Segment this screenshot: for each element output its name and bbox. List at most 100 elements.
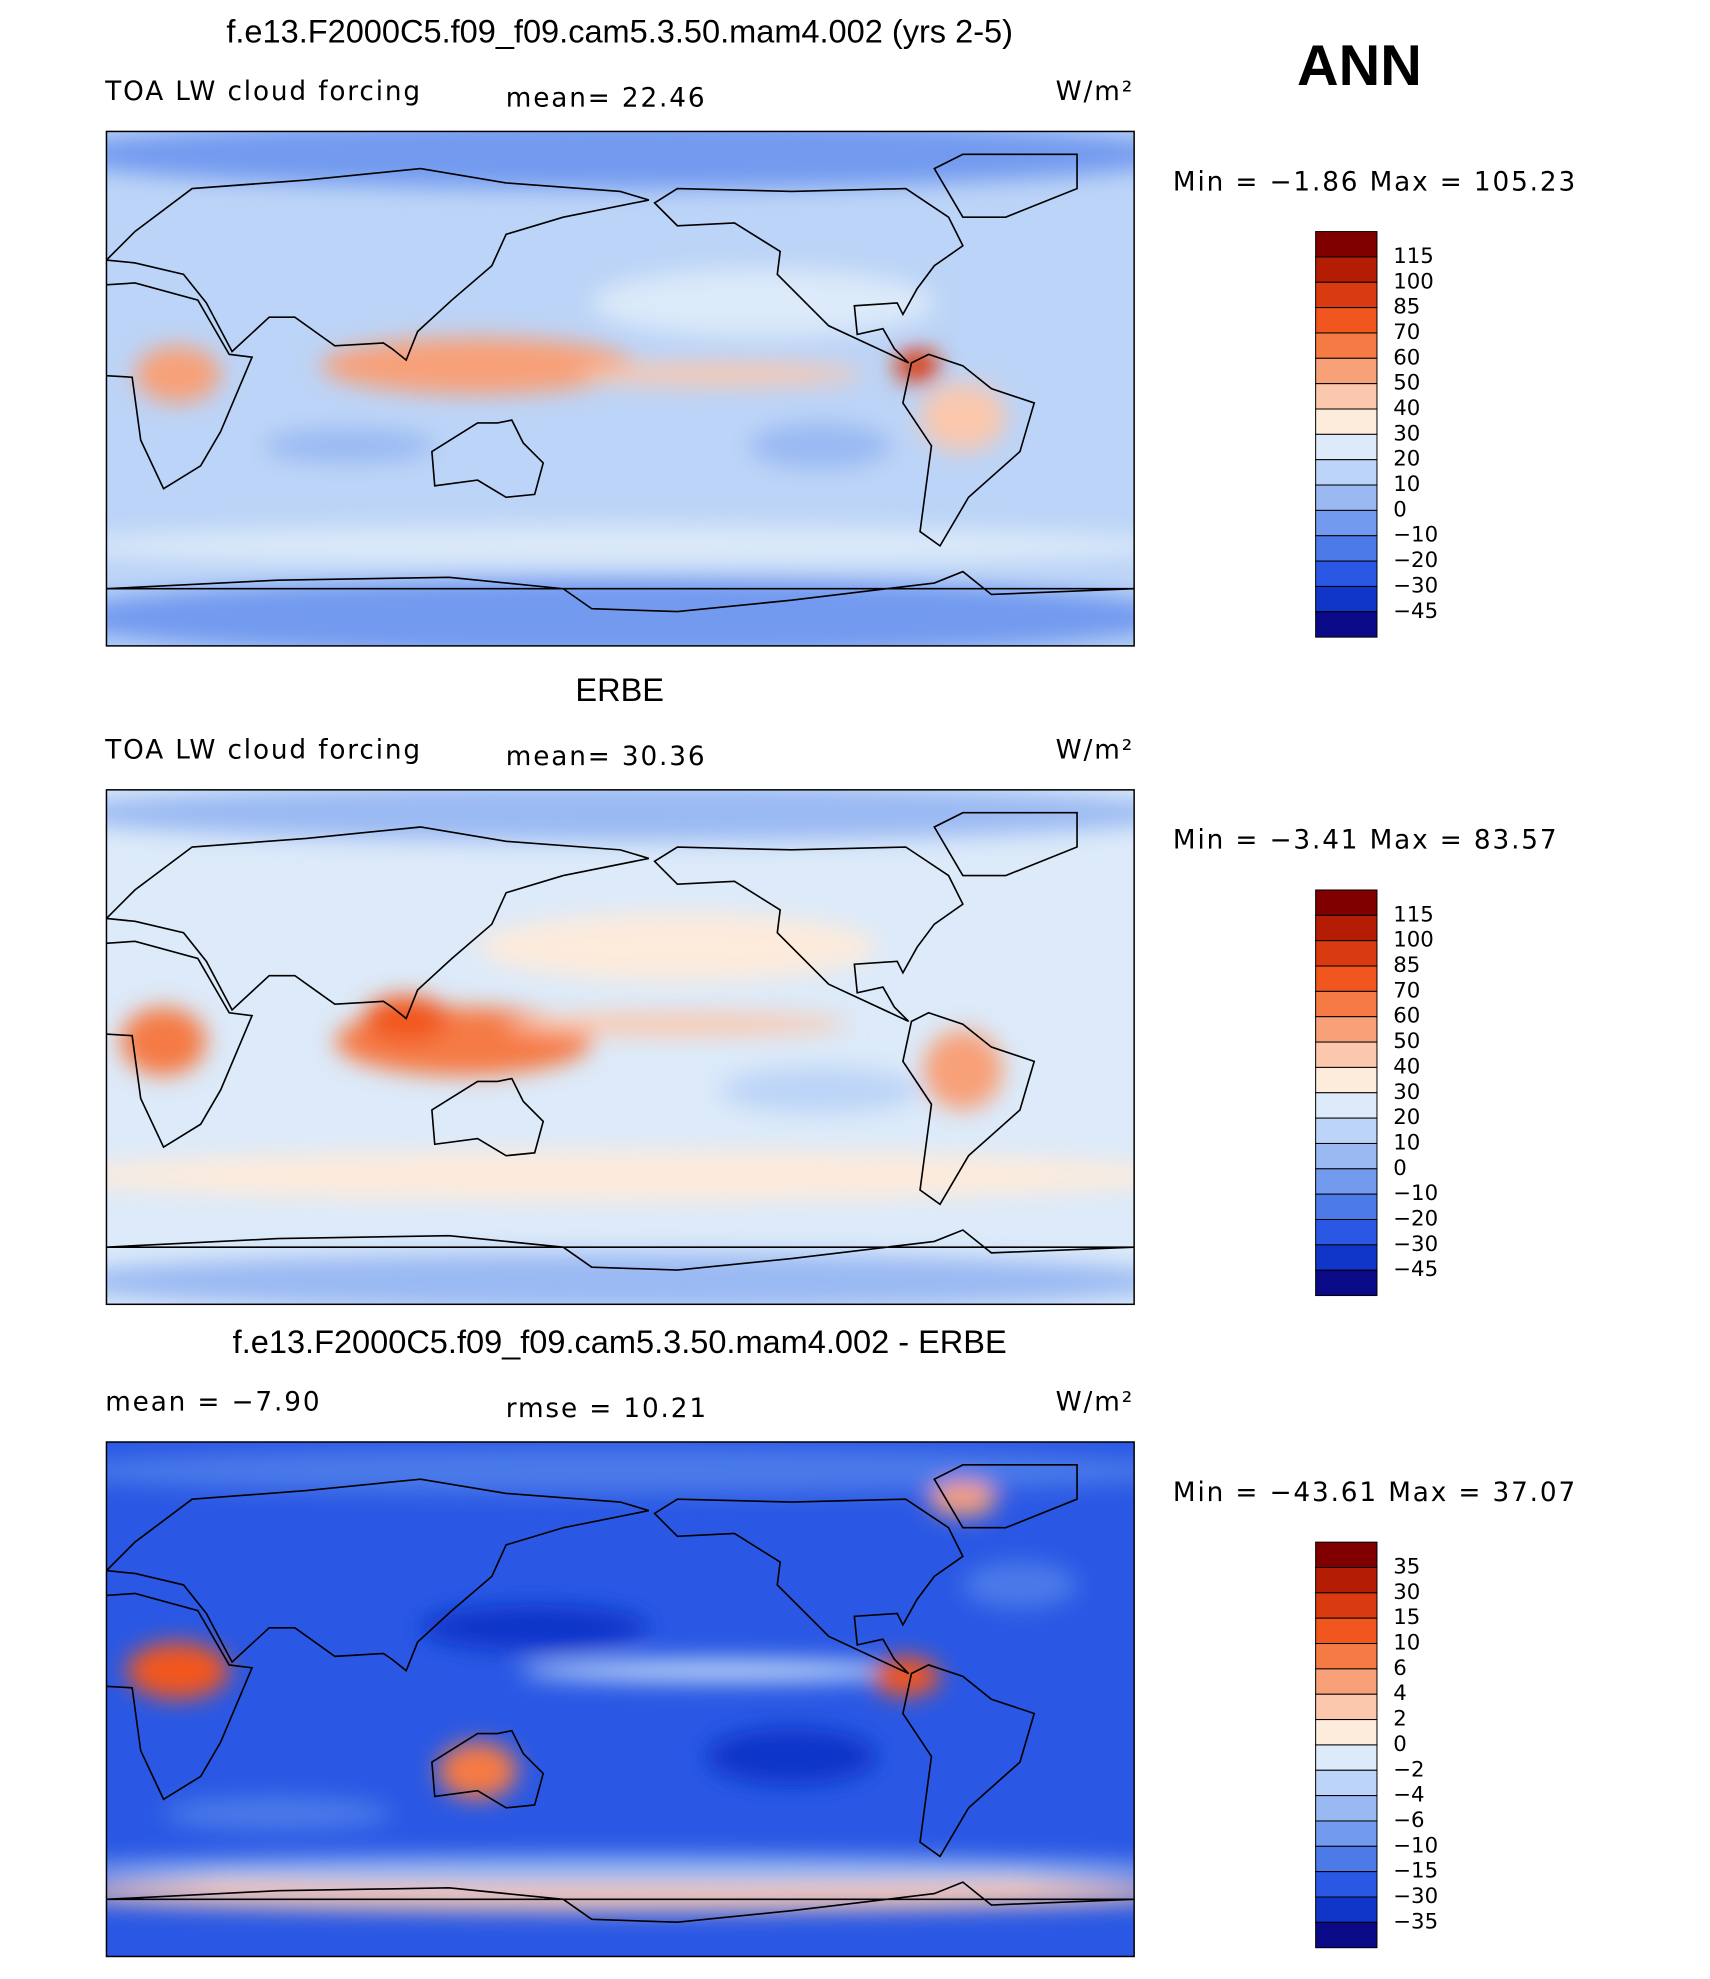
colorbar-box (1315, 1744, 1378, 1771)
contour-field (506, 1012, 849, 1036)
colorbar-box (1315, 1168, 1378, 1195)
left-label: mean = −7.90 (105, 1388, 321, 1418)
colorbar-box (1315, 509, 1378, 537)
colorbar-label: −45 (1393, 599, 1438, 624)
min-max: Min = −3.41 Max = 83.57 (1173, 826, 1559, 856)
contour-field (263, 428, 435, 463)
coastline (933, 153, 1078, 218)
colorbar-label: −45 (1393, 1257, 1438, 1282)
colorbar-box (1315, 484, 1378, 511)
colorbar-box (1315, 231, 1378, 258)
coastline (902, 1664, 1036, 1858)
colorbar-box (1315, 433, 1378, 461)
colorbar-label: 40 (1393, 1054, 1420, 1079)
colorbar-label: 100 (1393, 928, 1434, 953)
contour-field (106, 1252, 1135, 1305)
coastline (653, 846, 964, 1023)
coastline (106, 1229, 1135, 1271)
colorbar-label: −10 (1393, 1181, 1438, 1206)
map (105, 130, 1135, 647)
map (105, 789, 1135, 1306)
colorbar-label: −20 (1393, 1207, 1438, 1232)
colorbar-box (1315, 256, 1378, 283)
coastline (106, 1592, 254, 1801)
colorbar-box (1315, 940, 1378, 967)
colorbar-label: 30 (1393, 421, 1420, 446)
panel-title: ERBE (575, 672, 664, 708)
contour-field (320, 337, 635, 395)
colorbar-box (1315, 1016, 1378, 1043)
colorbar-box (1315, 383, 1378, 410)
colorbar-box (1315, 560, 1378, 587)
contour-field (106, 1876, 1135, 1911)
colorbar-label: 10 (1393, 472, 1420, 497)
colorbar-box (1315, 459, 1378, 486)
contour-field (135, 345, 221, 403)
units: W/m² (1056, 77, 1134, 107)
contour-field (928, 1482, 998, 1517)
colorbar-box (1315, 965, 1378, 992)
coastline (653, 187, 964, 364)
contour-field (120, 1007, 207, 1076)
center-label: mean= 22.46 (506, 83, 707, 113)
colorbar-label: 0 (1393, 497, 1407, 522)
colorbar-label: 50 (1393, 1029, 1420, 1054)
colorbar-label: 30 (1393, 1080, 1420, 1105)
coastline (106, 1478, 650, 1672)
colorbar-box (1315, 1244, 1378, 1271)
contour-field (106, 525, 1135, 566)
colorbar-label: 20 (1393, 447, 1420, 472)
map (105, 1441, 1135, 1958)
units: W/m² (1056, 736, 1134, 766)
panel: f.e13.F2000C5.f09_f09.cam5.3.50.mam4.002… (105, 1324, 1577, 1958)
colorbar-box (1315, 1845, 1378, 1873)
coastline (431, 1729, 545, 1809)
colorbar-label: −20 (1393, 548, 1438, 573)
colorbar-box (1315, 914, 1378, 942)
colorbar-box (1315, 1719, 1378, 1746)
colorbar-label: 70 (1393, 978, 1420, 1003)
colorbar-box (1315, 990, 1378, 1018)
contour-field (163, 1796, 392, 1831)
colorbar-box (1315, 1193, 1378, 1221)
colorbar-label: −30 (1393, 573, 1438, 598)
colorbar-label: 115 (1393, 244, 1434, 269)
coastline (431, 1077, 545, 1157)
colorbar-box (1315, 1592, 1378, 1619)
coastline (933, 1464, 1078, 1529)
map-frame (105, 130, 1135, 647)
colorbar-box (1315, 1820, 1378, 1847)
contour-field (126, 1642, 230, 1700)
colorbar-label: −10 (1393, 523, 1438, 548)
colorbar-box (1315, 1142, 1378, 1170)
coastline (106, 940, 254, 1149)
coastline (106, 826, 650, 1020)
left-label: TOA LW cloud forcing (104, 77, 422, 107)
colorbar-box (1315, 1617, 1378, 1645)
colorbar-label: 30 (1393, 1580, 1420, 1605)
contour-field (922, 1029, 1003, 1110)
colorbar-box (1315, 1269, 1378, 1297)
colorbar-box (1315, 889, 1378, 916)
colorbar-box (1315, 332, 1378, 359)
colorbar-box (1315, 357, 1378, 385)
coastline (106, 1881, 1135, 1923)
colorbar-box (1315, 1871, 1378, 1898)
colorbar-label: 50 (1393, 371, 1420, 396)
contour-field (705, 1727, 878, 1785)
colorbar-box (1315, 1769, 1378, 1797)
colorbar-label: −15 (1393, 1859, 1438, 1884)
colorbar-box (1315, 1795, 1378, 1822)
coastline (902, 1011, 1036, 1206)
colorbar-label: 10 (1393, 1631, 1420, 1656)
colorbar-label: 0 (1393, 1156, 1407, 1181)
coastline (106, 167, 650, 362)
colorbar-box (1315, 1541, 1378, 1568)
colorbar-box (1315, 1896, 1378, 1923)
contour-field (106, 1149, 1135, 1202)
min-max: Min = −43.61 Max = 37.07 (1173, 1478, 1577, 1508)
center-label: mean= 30.36 (506, 742, 707, 772)
coastline (106, 282, 254, 490)
colorbar-box (1315, 1117, 1378, 1144)
